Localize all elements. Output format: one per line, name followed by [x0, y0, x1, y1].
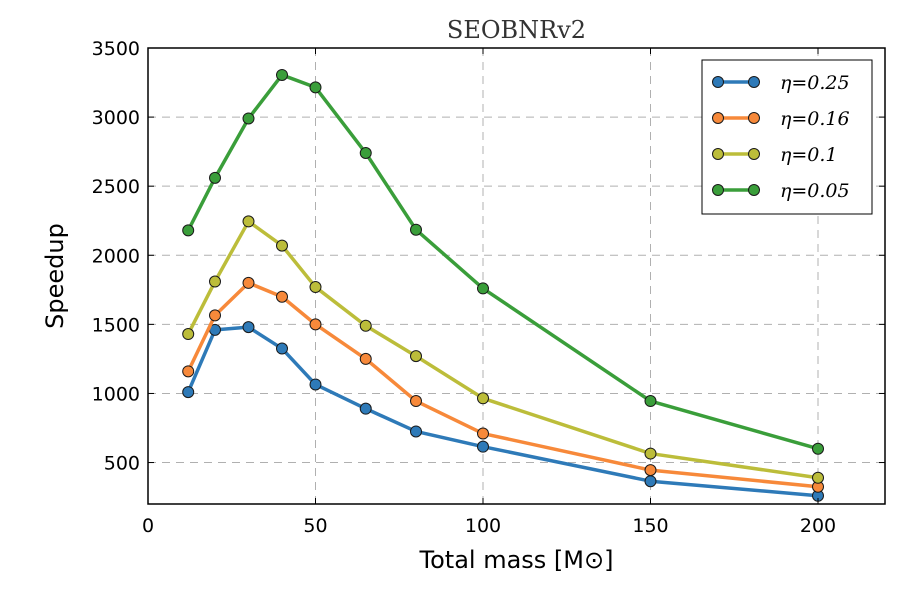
- data-point: [209, 171, 221, 184]
- y-axis-label: Speedup: [41, 223, 69, 329]
- data-point: [276, 239, 288, 252]
- legend-label: η=0.05: [780, 180, 850, 202]
- x-tick-label: 0: [142, 515, 154, 537]
- y-tick-label: 2000: [92, 245, 140, 267]
- data-point: [359, 147, 372, 160]
- plot-frame: [147, 47, 886, 505]
- legend-marker: [712, 112, 724, 124]
- series-line: [186, 219, 819, 480]
- data-point: [242, 112, 255, 125]
- data-point: [242, 276, 255, 289]
- series-4: [182, 68, 824, 455]
- y-tick-label: 3500: [92, 38, 140, 60]
- x-tick-label: 100: [465, 515, 501, 537]
- data-point: [644, 395, 657, 408]
- data-point: [410, 350, 422, 363]
- data-point: [477, 427, 489, 440]
- data-point: [359, 402, 372, 415]
- legend-marker: [712, 184, 724, 196]
- legend-marker: [748, 112, 760, 124]
- data-point: [276, 68, 288, 81]
- legend-marker: [712, 148, 724, 160]
- data-point: [182, 386, 195, 399]
- data-point: [644, 475, 657, 488]
- data-point: [309, 378, 322, 391]
- data-point: [182, 224, 195, 237]
- data-point: [477, 440, 489, 453]
- y-tick-label: 3000: [92, 107, 140, 129]
- data-point: [276, 290, 288, 303]
- data-point: [209, 275, 221, 288]
- data-point: [410, 395, 422, 408]
- legend-entry: η=0.16: [712, 108, 850, 130]
- x-tick-label: 150: [632, 515, 668, 537]
- data-point: [276, 342, 288, 355]
- legend-marker: [748, 148, 760, 160]
- data-point: [309, 281, 322, 294]
- legend-label: η=0.1: [780, 144, 838, 166]
- legend-label: η=0.25: [780, 72, 850, 94]
- data-point: [209, 309, 221, 322]
- y-tick-label: 2500: [92, 176, 140, 198]
- data-point: [309, 318, 322, 331]
- legend-entry: η=0.25: [712, 72, 850, 94]
- series-line: [186, 73, 819, 451]
- data-point: [477, 392, 489, 405]
- data-point: [359, 319, 372, 332]
- y-tick-label: 1000: [92, 383, 140, 405]
- legend-marker: [748, 184, 760, 196]
- data-point: [477, 282, 489, 295]
- x-axis-label: Total mass [M⊙]: [419, 546, 614, 574]
- legend-marker: [712, 76, 724, 88]
- chart-title: SEOBNRv2: [447, 16, 586, 44]
- data-point: [644, 447, 657, 460]
- data-point: [644, 464, 657, 477]
- data-point: [812, 471, 824, 484]
- series-3: [182, 215, 824, 484]
- data-point: [359, 352, 372, 365]
- series-1: [182, 321, 824, 502]
- y-tick-label: 500: [104, 453, 140, 475]
- series-2: [182, 276, 824, 493]
- x-tick-label: 200: [800, 515, 836, 537]
- legend-entry: η=0.1: [712, 144, 838, 166]
- data-point: [242, 321, 255, 334]
- data-point: [182, 328, 195, 341]
- data-point: [410, 223, 422, 236]
- series-layer: [182, 68, 824, 502]
- y-tick-label: 1500: [92, 314, 140, 336]
- data-point: [812, 442, 824, 455]
- data-point: [309, 81, 322, 94]
- legend-marker: [748, 76, 760, 88]
- legend-entry: η=0.05: [712, 180, 850, 202]
- series-line: [186, 325, 819, 498]
- ticks-layer: 0 50 100 150 200 500 1000 1500 2000 2500 3000 3500: [92, 38, 885, 537]
- series-line: [186, 281, 819, 489]
- legend-label: η=0.16: [780, 108, 850, 130]
- data-point: [182, 365, 195, 378]
- x-tick-label: 50: [303, 515, 327, 537]
- data-point: [242, 215, 255, 228]
- legend: η=0.25 η=0.16 η=0.1 η=0.05: [701, 59, 873, 215]
- data-point: [410, 425, 422, 438]
